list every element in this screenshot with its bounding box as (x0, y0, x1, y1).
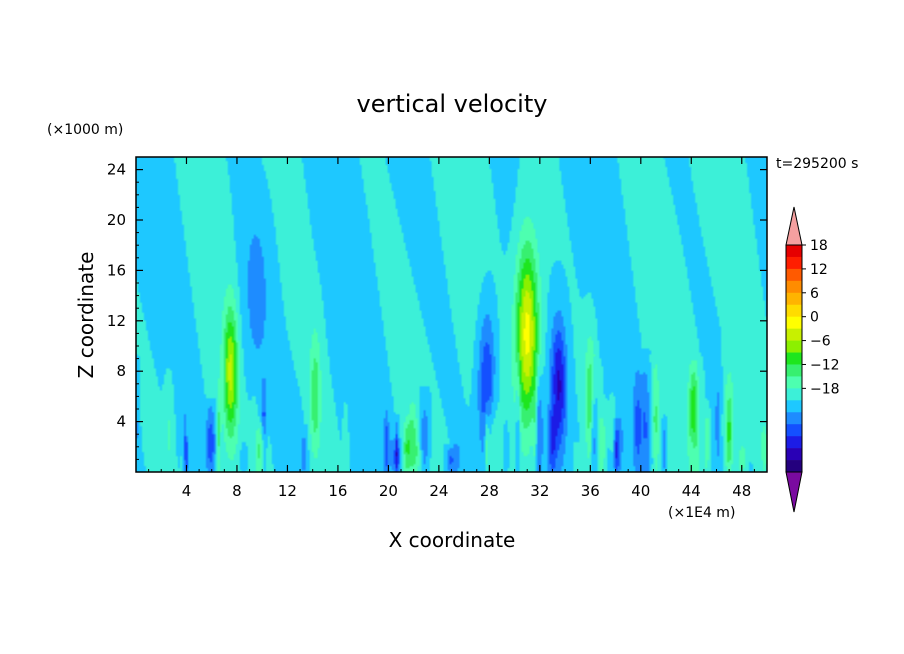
y-axis-label: Z coordinate (74, 252, 98, 379)
colorbar-swatch (786, 268, 802, 282)
x-tick-label: 20 (379, 482, 398, 500)
colorbar-swatch (786, 376, 802, 389)
y-tick-label: 16 (107, 261, 126, 279)
colorbar-swatch (786, 316, 802, 329)
x-tick-label: 12 (278, 482, 297, 500)
x-tick-label: 16 (328, 482, 347, 500)
chart-title: vertical velocity (357, 90, 548, 118)
colorbar-swatch (786, 364, 802, 377)
x-tick-label: 40 (631, 482, 650, 500)
colorbar-extend-max (785, 206, 803, 246)
x-tick-label: 8 (232, 482, 242, 500)
x-tick-label: 44 (682, 482, 701, 500)
y-tick-label: 12 (107, 312, 126, 330)
colorbar-swatch (786, 328, 802, 341)
colorbar-swatch (786, 460, 802, 473)
colorbar-extend-min (785, 471, 803, 513)
x-tick-label: 32 (530, 482, 549, 500)
time-label: t=295200 s (776, 156, 858, 172)
x-tick-label: 4 (182, 482, 192, 500)
colorbar-swatch (786, 256, 802, 270)
x-tick-label: 24 (429, 482, 448, 500)
colorbar-swatch (786, 436, 802, 449)
colorbar-swatch (786, 304, 802, 317)
colorbar-swatch (786, 412, 802, 425)
x-tick-label: 28 (480, 482, 499, 500)
colorbar-tick-label: 12 (810, 262, 828, 278)
colorbar-tick-label: −12 (810, 357, 840, 373)
colorbar-tick-label: 0 (810, 310, 819, 326)
x-axis-label: X coordinate (389, 528, 516, 552)
colorbar-swatch (786, 340, 802, 353)
y-unit-label: (×1000 m) (47, 122, 123, 138)
colorbar-swatch (786, 245, 802, 258)
colorbar-swatch (786, 292, 802, 306)
colorbar-tick-label: −18 (810, 381, 840, 397)
colorbar-tick-label: −6 (810, 334, 831, 350)
colorbar-tick-label: 6 (810, 286, 819, 302)
colorbar-swatch (786, 280, 802, 294)
colorbar-swatch (786, 448, 802, 461)
x-tick-label: 48 (732, 482, 751, 500)
colorbar-swatch (786, 400, 802, 413)
colorbar-swatch (786, 352, 802, 365)
y-axis: 4 8 12 16 20 24 (107, 161, 767, 460)
x-unit-label: (×1E4 m) (668, 505, 735, 521)
y-tick-label: 8 (116, 362, 126, 380)
heatmap-plot-area (135, 156, 768, 473)
x-tick-label: 36 (581, 482, 600, 500)
colorbar-swatch (786, 388, 802, 401)
colorbar: 18 12 6 0 −6 −12 −18 (785, 206, 840, 513)
velocity-contour-image (136, 157, 767, 472)
colorbar-swatch (786, 424, 802, 437)
x-axis: 4 8 12 16 20 24 28 32 36 40 44 48 (148, 157, 755, 500)
y-tick-label: 20 (107, 211, 126, 229)
y-tick-label: 24 (107, 161, 126, 179)
y-tick-label: 4 (116, 413, 126, 431)
colorbar-tick-label: 18 (810, 238, 828, 254)
